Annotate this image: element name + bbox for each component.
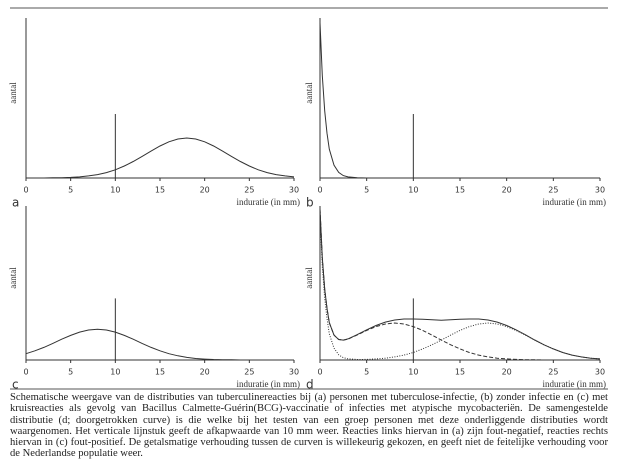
x-tick-label: 0 xyxy=(317,368,322,377)
x-tick-label: 30 xyxy=(595,368,605,377)
x-tick-label: 5 xyxy=(68,186,73,195)
x-tick-label: 10 xyxy=(408,368,418,377)
y-axis-label: aantal xyxy=(304,267,314,289)
x-axis-label: induratie (in mm) xyxy=(543,379,606,389)
panel-label: c xyxy=(12,378,19,392)
x-tick-label: 20 xyxy=(200,186,210,195)
curve xyxy=(319,209,601,360)
x-tick-label: 0 xyxy=(23,186,28,195)
x-tick-label: 15 xyxy=(155,368,165,377)
curve xyxy=(319,22,367,179)
curve xyxy=(319,209,600,361)
figure: 0 5 10 15 20 25 30 a induratie (in mm) aantal 0 5 10… xyxy=(8,7,608,392)
x-tick-label: 30 xyxy=(595,186,605,195)
x-tick-label: 15 xyxy=(155,186,165,195)
panel-label: d xyxy=(306,378,314,392)
x-axis-label: induratie (in mm) xyxy=(237,379,300,389)
x-tick-label: 5 xyxy=(364,368,369,377)
y-axis-label: aantal xyxy=(8,267,18,289)
x-axis-label: induratie (in mm) xyxy=(237,197,300,207)
x-tick-label: 15 xyxy=(455,186,465,195)
x-tick-label: 20 xyxy=(200,368,210,377)
x-tick-label: 0 xyxy=(317,186,322,195)
x-tick-label: 25 xyxy=(244,186,254,195)
curve xyxy=(26,137,295,179)
x-tick-label: 20 xyxy=(502,368,512,377)
caption: Schematische weergave van de distributie… xyxy=(10,392,608,460)
x-tick-label: 30 xyxy=(289,368,299,377)
x-tick-label: 5 xyxy=(68,368,73,377)
x-tick-label: 25 xyxy=(244,368,254,377)
x-tick-label: 30 xyxy=(289,186,299,195)
y-axis-label: aantal xyxy=(304,82,314,104)
x-tick-label: 25 xyxy=(548,186,558,195)
curve xyxy=(319,216,601,361)
x-tick-label: 10 xyxy=(408,186,418,195)
x-tick-label: 0 xyxy=(23,368,28,377)
x-tick-label: 15 xyxy=(455,368,465,377)
x-axis-label: induratie (in mm) xyxy=(543,197,606,207)
x-tick-label: 20 xyxy=(502,186,512,195)
x-tick-label: 5 xyxy=(364,186,369,195)
x-tick-label: 10 xyxy=(110,368,120,377)
panel-label: b xyxy=(306,196,314,210)
x-tick-label: 25 xyxy=(548,368,558,377)
y-axis-label: aantal xyxy=(8,82,18,104)
curve xyxy=(25,328,294,361)
x-tick-label: 10 xyxy=(110,186,120,195)
panel-label: a xyxy=(12,196,19,210)
